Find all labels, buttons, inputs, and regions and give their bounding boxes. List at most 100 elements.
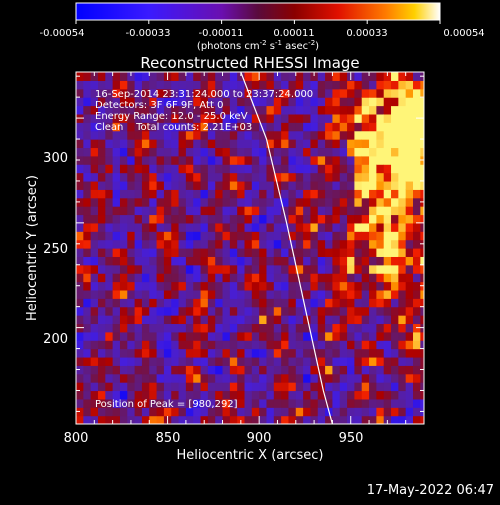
heatmap-cell bbox=[288, 390, 297, 400]
heatmap-cell bbox=[273, 348, 282, 358]
heatmap-cell bbox=[237, 273, 246, 283]
heatmap-cell bbox=[141, 273, 150, 283]
heatmap-cell bbox=[76, 130, 84, 140]
heatmap-cell bbox=[361, 189, 370, 199]
heatmap-cell bbox=[398, 231, 407, 241]
heatmap-cell bbox=[288, 315, 297, 325]
heatmap-cell bbox=[149, 88, 158, 98]
heatmap-cell bbox=[112, 415, 121, 424]
heatmap-cell bbox=[207, 231, 216, 241]
heatmap-cell bbox=[207, 88, 216, 98]
heatmap-cell bbox=[185, 164, 194, 174]
heatmap-cell bbox=[200, 382, 209, 392]
heatmap-cell bbox=[325, 88, 334, 98]
heatmap-cell bbox=[149, 340, 158, 350]
heatmap-cell bbox=[193, 113, 202, 123]
heatmap-cell bbox=[244, 331, 253, 341]
heatmap-cell bbox=[420, 273, 424, 283]
heatmap-cell bbox=[317, 407, 326, 417]
annotation-time-range: 16-Sep-2014 23:31:24.000 to 23:37:24.000 bbox=[95, 89, 313, 100]
heatmap-cell bbox=[185, 139, 194, 149]
heatmap-cell bbox=[244, 281, 253, 291]
heatmap-cell bbox=[222, 315, 231, 325]
heatmap-cell bbox=[215, 139, 224, 149]
heatmap-cell bbox=[420, 331, 424, 341]
heatmap-cell bbox=[237, 407, 246, 417]
heatmap-cell bbox=[141, 222, 150, 232]
heatmap-cell bbox=[90, 331, 99, 341]
heatmap-cell bbox=[405, 256, 414, 266]
heatmap-cell bbox=[295, 97, 304, 107]
heatmap-cell bbox=[383, 256, 392, 266]
heatmap-cell bbox=[332, 80, 341, 90]
heatmap-cell bbox=[361, 164, 370, 174]
heatmap-cell bbox=[185, 398, 194, 408]
heatmap-cell bbox=[288, 407, 297, 417]
heatmap-cell bbox=[215, 248, 224, 257]
heatmap-cell bbox=[244, 264, 253, 274]
heatmap-cell bbox=[127, 130, 136, 140]
heatmap-cell bbox=[127, 256, 136, 266]
heatmap-cell bbox=[112, 105, 121, 115]
heatmap-cell bbox=[259, 382, 268, 392]
heatmap-cell bbox=[207, 382, 216, 392]
heatmap-cell bbox=[398, 155, 407, 165]
heatmap-cell bbox=[281, 306, 290, 316]
heatmap-cell bbox=[105, 122, 114, 132]
heatmap-cell bbox=[207, 323, 216, 333]
heatmap-cell bbox=[273, 222, 282, 232]
heatmap-cell bbox=[251, 348, 260, 358]
heatmap-cell bbox=[215, 155, 224, 165]
heatmap-cell bbox=[332, 348, 341, 358]
heatmap-cell bbox=[119, 298, 128, 308]
heatmap-cell bbox=[112, 197, 121, 207]
heatmap-cell bbox=[317, 88, 326, 98]
heatmap-cell bbox=[193, 97, 202, 107]
heatmap-cell bbox=[105, 80, 114, 90]
heatmap-cell bbox=[266, 130, 275, 140]
y-axis-label: Heliocentric Y (arcsec) bbox=[25, 175, 40, 321]
heatmap-cell bbox=[149, 248, 158, 257]
heatmap-cell bbox=[405, 348, 414, 358]
heatmap-cell bbox=[376, 172, 385, 182]
heatmap-cell bbox=[237, 113, 246, 123]
heatmap-cell bbox=[141, 97, 150, 107]
heatmap-cell bbox=[251, 365, 260, 375]
heatmap-cell bbox=[295, 122, 304, 132]
heatmap-cell bbox=[222, 197, 231, 207]
heatmap-cell bbox=[332, 356, 341, 366]
heatmap-cell bbox=[134, 315, 143, 325]
heatmap-cell bbox=[156, 97, 165, 107]
heatmap-cell bbox=[141, 256, 150, 266]
heatmap-cell bbox=[325, 147, 334, 157]
heatmap-cell bbox=[405, 264, 414, 274]
heatmap-cell bbox=[163, 222, 172, 232]
heatmap-cell bbox=[149, 139, 158, 149]
heatmap-cell bbox=[325, 356, 334, 366]
heatmap-cell bbox=[237, 72, 246, 81]
heatmap-cell bbox=[347, 248, 355, 257]
heatmap-cell bbox=[229, 130, 238, 140]
heatmap-cell bbox=[119, 273, 128, 283]
heatmap-cell bbox=[200, 97, 209, 107]
heatmap-cell bbox=[332, 273, 341, 283]
heatmap-cell bbox=[200, 130, 209, 140]
heatmap-cell bbox=[332, 315, 341, 325]
heatmap-cell bbox=[288, 72, 297, 81]
heatmap-cell bbox=[310, 306, 319, 316]
heatmap-cell bbox=[119, 356, 128, 366]
heatmap-cell bbox=[222, 298, 231, 308]
heatmap-cell bbox=[339, 407, 348, 417]
heatmap-cell bbox=[317, 155, 326, 165]
heatmap-cell bbox=[376, 390, 385, 400]
heatmap-cell bbox=[163, 80, 172, 90]
heatmap-cell bbox=[185, 289, 194, 299]
heatmap-cell bbox=[376, 72, 385, 81]
heatmap-cell bbox=[295, 273, 304, 283]
heatmap-cell bbox=[361, 155, 370, 165]
heatmap-cell bbox=[251, 415, 260, 424]
heatmap-cell bbox=[251, 214, 260, 224]
heatmap-cell bbox=[244, 365, 253, 375]
heatmap-cell bbox=[383, 298, 392, 308]
heatmap-cell bbox=[171, 197, 180, 207]
